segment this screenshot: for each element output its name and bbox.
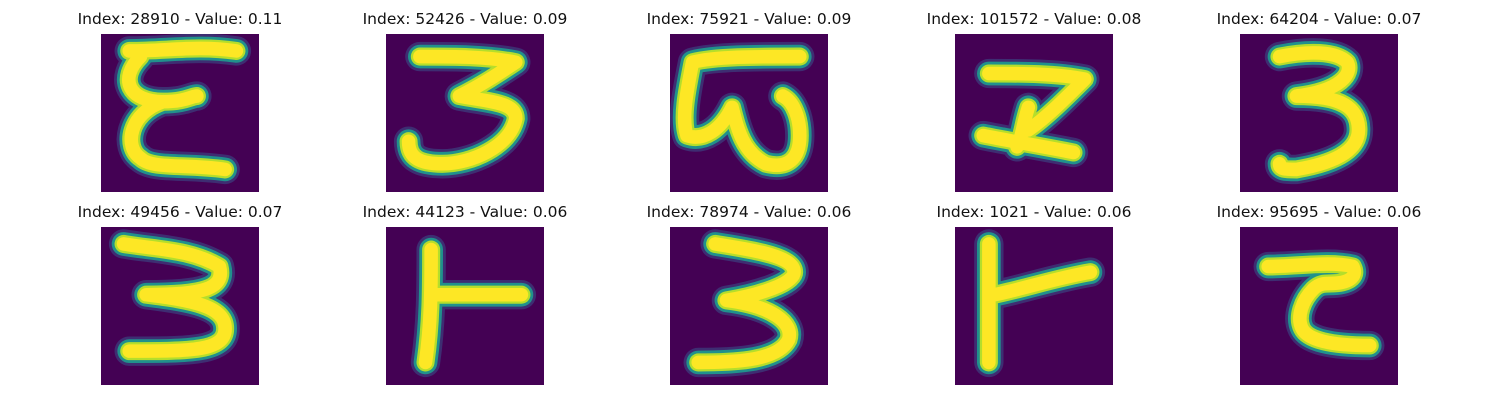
panel-title: Index: 49456 - Value: 0.07 (77, 203, 283, 221)
glyph-stroke-layer-4 (401, 49, 523, 171)
digit-image (386, 34, 544, 192)
digit-image (386, 227, 544, 385)
digit-image (955, 227, 1113, 385)
digit-image (670, 227, 828, 385)
glyph-stroke-layer-4 (1261, 257, 1377, 353)
glyph-stroke-layer-4 (976, 66, 1092, 160)
glyph-stroke-layer-4 (418, 242, 529, 370)
glyph-stroke-layer-4 (982, 237, 1098, 370)
panel-title: Index: 64204 - Value: 0.07 (1216, 10, 1422, 28)
digit-image (101, 227, 259, 385)
glyph-stroke-layer-4 (1272, 46, 1366, 177)
panel-title: Index: 78974 - Value: 0.06 (646, 203, 852, 221)
digit-image (101, 34, 259, 192)
panel-title: Index: 101572 - Value: 0.08 (926, 10, 1142, 28)
panel-title: Index: 95695 - Value: 0.06 (1216, 203, 1422, 221)
digit-image (1240, 34, 1398, 192)
panel-title: Index: 28910 - Value: 0.11 (77, 10, 283, 28)
panel-title: Index: 44123 - Value: 0.06 (362, 203, 568, 221)
panel-title: Index: 75921 - Value: 0.09 (646, 10, 852, 28)
glyph-stroke-layer-4 (677, 49, 807, 172)
glyph-stroke-layer-4 (122, 41, 244, 177)
glyph-stroke-layer-4 (691, 237, 801, 370)
panel-title: Index: 1021 - Value: 0.06 (936, 203, 1132, 221)
panel-title: Index: 52426 - Value: 0.09 (362, 10, 568, 28)
digit-image (955, 34, 1113, 192)
digit-image (1240, 227, 1398, 385)
digit-image (670, 34, 828, 192)
glyph-stroke-layer-4 (116, 237, 232, 358)
